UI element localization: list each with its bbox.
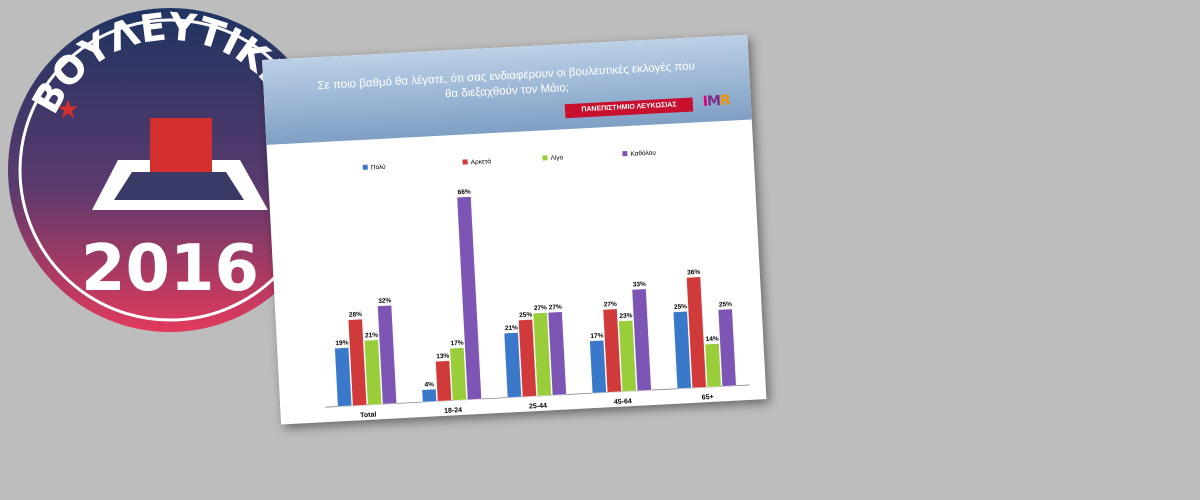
- bar: [686, 276, 707, 389]
- category-label: 65+: [702, 394, 714, 402]
- data-label: 21%: [505, 324, 519, 332]
- data-label: 13%: [436, 353, 450, 361]
- legend-item: Πολύ: [362, 163, 387, 172]
- legend-swatch: [542, 155, 548, 161]
- bar: [364, 339, 382, 406]
- bar: [673, 311, 692, 389]
- data-label: 25%: [519, 311, 533, 319]
- legend-label: Λίγο: [550, 153, 563, 162]
- imr-logo: IMR: [702, 92, 731, 110]
- data-label: 14%: [706, 335, 720, 343]
- data-label: 27%: [604, 301, 618, 309]
- category-label: 25-44: [529, 403, 547, 411]
- data-label: 25%: [719, 301, 733, 309]
- data-label: 19%: [335, 340, 349, 348]
- data-label: 25%: [674, 303, 688, 311]
- category-label: 18-24: [444, 407, 462, 415]
- data-label: 33%: [633, 281, 647, 289]
- legend-swatch: [622, 151, 628, 157]
- bar: [456, 196, 482, 400]
- data-label: 66%: [458, 189, 472, 197]
- data-label: 17%: [450, 340, 464, 348]
- bar: [503, 332, 522, 398]
- ballot-box-icon: [92, 118, 268, 210]
- bar: [704, 343, 722, 388]
- data-label: 21%: [365, 332, 379, 340]
- data-label: 28%: [349, 311, 363, 319]
- legend-swatch: [362, 164, 368, 170]
- category-label: Total: [360, 412, 377, 420]
- bar: [618, 320, 637, 392]
- bar: [435, 360, 452, 402]
- data-label: 27%: [534, 304, 548, 312]
- legend-item: Καθόλου: [622, 148, 656, 158]
- category-label: 45-64: [614, 398, 632, 406]
- bar: [631, 288, 652, 392]
- bar: [421, 388, 437, 403]
- bar-chart: Πολύ Αρκετά Λίγο Καθόλου 19% 28% 21% 32% Total 4%…: [325, 148, 750, 420]
- data-label: 32%: [378, 297, 392, 305]
- star-icon: ★: [56, 94, 79, 124]
- bar: [547, 311, 567, 396]
- data-label: 23%: [619, 312, 633, 320]
- legend-swatch: [462, 159, 468, 165]
- bar: [449, 347, 467, 401]
- bar: [518, 319, 537, 398]
- university-badge: ΠΑΝΕΠΙΣΤΗΜΙΟ ΛΕΥΚΩΣΙΑΣ: [564, 97, 694, 119]
- badge-year: 2016: [81, 232, 259, 306]
- bar: [532, 312, 552, 397]
- legend-item: Αρκετά: [462, 157, 491, 166]
- data-label: 17%: [590, 332, 604, 340]
- bar: [377, 305, 397, 405]
- bar: [602, 308, 622, 393]
- bar: [334, 347, 352, 407]
- data-label: 27%: [549, 304, 563, 312]
- bar: [717, 308, 737, 387]
- bar: [589, 340, 607, 394]
- survey-slide: Σε ποιο βαθμό θα λέγατε, ότι σας ενδιαφέ…: [262, 34, 767, 425]
- legend-item: Λίγο: [542, 153, 564, 162]
- legend-label: Αρκετά: [470, 157, 491, 166]
- legend-label: Πολύ: [371, 163, 387, 172]
- legend-label: Καθόλου: [630, 148, 656, 157]
- data-label: 36%: [687, 269, 701, 277]
- bar: [348, 318, 367, 406]
- data-label: 4%: [424, 381, 434, 388]
